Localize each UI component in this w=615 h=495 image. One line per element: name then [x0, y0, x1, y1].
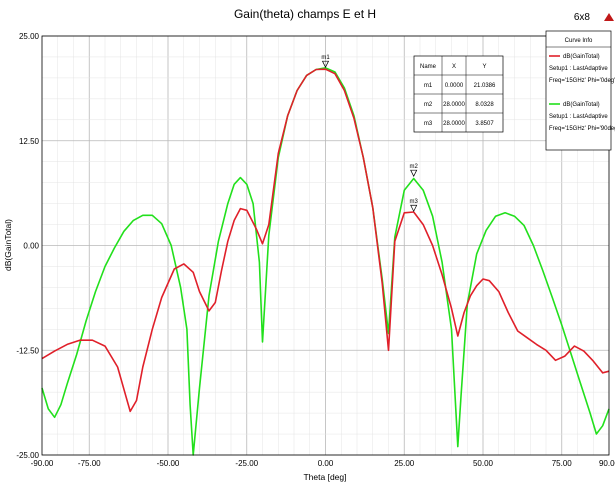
y-tick-label: -25.00	[16, 451, 39, 460]
y-tick-labels: 25.00 12.50 0.00 -12.50 -25.00	[16, 32, 39, 460]
marker-table-header: Y	[482, 64, 486, 70]
y-tick-label: -12.50	[16, 346, 39, 355]
legend-entry-setup: Setup1 : LastAdaptive	[549, 66, 608, 72]
corner-arrow-icon	[604, 13, 614, 21]
corner-label: 6x8	[574, 12, 591, 23]
x-tick-labels: -90.00 -75.00 -50.00 -25.00 0.00 25.00 50.00 75…	[31, 459, 615, 468]
marker-table-header: X	[452, 64, 456, 70]
legend-entry-setup: Setup1 : LastAdaptive	[549, 114, 608, 120]
marker-m3-triangle	[410, 204, 418, 213]
marker-table-cell: m3	[424, 121, 433, 127]
x-tick-label: -90.00	[31, 459, 54, 468]
y-tick-label: 12.50	[19, 137, 40, 146]
legend-entry-params: Freq='15GHz' Phi='90deg'	[549, 126, 615, 132]
series-line-1	[41, 68, 610, 413]
y-tick-label: 0.00	[23, 242, 39, 251]
marker-table-cell: 0.0000	[445, 83, 464, 89]
x-tick-label: 75.00	[552, 459, 573, 468]
marker-m1-label: m1	[321, 55, 330, 61]
x-tick-label: -50.00	[157, 459, 180, 468]
y-axis-label: dB(GainTotal)	[3, 219, 13, 271]
marker-table-cell: 28.0000	[443, 121, 465, 127]
marker-table-cell: 3.8507	[475, 121, 494, 127]
marker-table-cell: 8.0328	[475, 102, 494, 108]
marker-table-cell: 28.0000	[443, 102, 465, 108]
legend-entry-name: dB(GainTotal)	[563, 54, 600, 60]
marker-table-header: Name	[420, 64, 437, 70]
marker-table-cell: 21.0386	[474, 83, 496, 89]
marker-m1-triangle	[321, 60, 330, 68]
plot-frame	[41, 35, 610, 456]
marker-table: Name X Ym1 0.0000 21.0386 m2 28.0000 8.0328 m3 28…	[413, 55, 504, 133]
marker-table-cell: m1	[424, 83, 433, 89]
marker-m3-label: m3	[410, 199, 419, 205]
y-tick-label: 25.00	[19, 32, 40, 41]
series-layer	[41, 67, 610, 456]
marker-m2-label: m2	[410, 164, 419, 170]
x-tick-label: 25.00	[394, 459, 415, 468]
marker-m2-triangle	[410, 169, 418, 177]
x-tick-label: 50.00	[473, 459, 494, 468]
x-tick-label: -25.00	[235, 459, 258, 468]
x-axis-label: Theta [deg]	[303, 472, 346, 482]
markers: m1 m2 m3	[321, 55, 419, 213]
legend-title: Curve Info	[565, 38, 593, 44]
legend: Curve Info dB(GainTotal) Setup1 : LastAdap…	[545, 30, 615, 151]
legend-frame	[545, 30, 612, 151]
legend-entry-params: Freq='15GHz' Phi='0deg'	[549, 78, 615, 84]
grid	[41, 35, 610, 456]
legend-entry-name: dB(GainTotal)	[563, 102, 600, 108]
chart-title: Gain(theta) champs E et H	[234, 7, 376, 21]
x-tick-label: 0.00	[318, 459, 334, 468]
x-tick-label: -75.00	[78, 459, 101, 468]
x-tick-label: 90.00	[599, 459, 615, 468]
marker-table-cell: m2	[424, 102, 433, 108]
